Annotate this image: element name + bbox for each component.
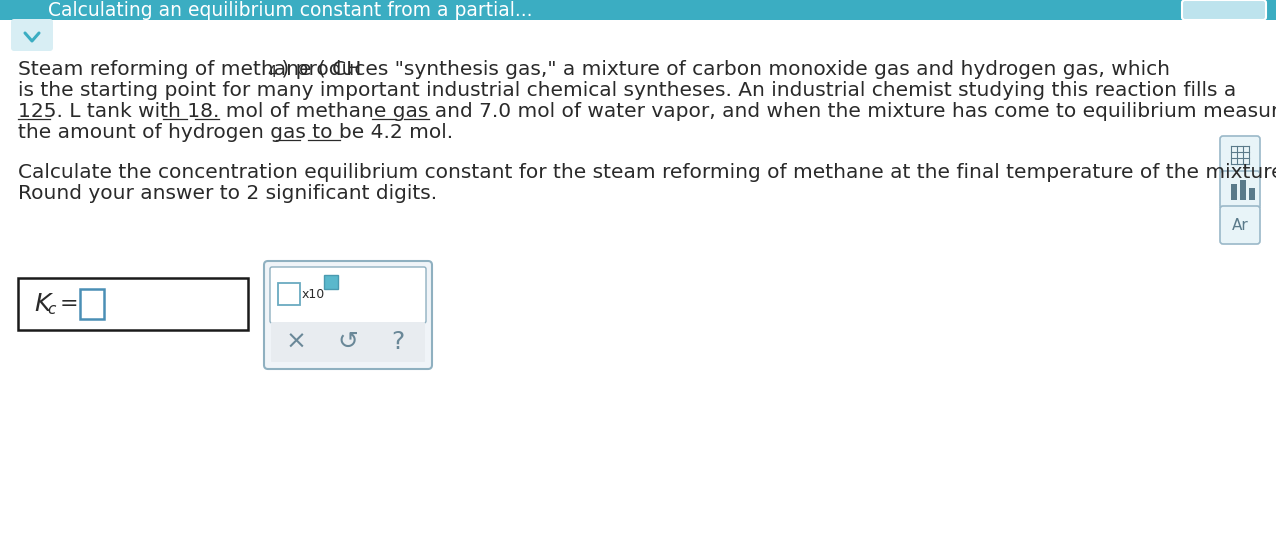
FancyBboxPatch shape bbox=[1231, 184, 1236, 200]
Text: ?: ? bbox=[392, 330, 404, 354]
FancyBboxPatch shape bbox=[0, 0, 1276, 20]
FancyBboxPatch shape bbox=[271, 267, 426, 323]
Text: c: c bbox=[47, 302, 55, 317]
FancyBboxPatch shape bbox=[11, 19, 54, 51]
Text: the amount of hydrogen gas to be 4.2 mol.: the amount of hydrogen gas to be 4.2 mol… bbox=[18, 123, 453, 142]
Text: K: K bbox=[34, 292, 50, 316]
Text: Calculating an equilibrium constant from a partial...: Calculating an equilibrium constant from… bbox=[48, 1, 532, 19]
FancyBboxPatch shape bbox=[1240, 180, 1245, 200]
FancyBboxPatch shape bbox=[1249, 188, 1256, 200]
FancyBboxPatch shape bbox=[1220, 206, 1259, 244]
FancyBboxPatch shape bbox=[1182, 0, 1266, 20]
Text: x10: x10 bbox=[302, 288, 325, 301]
Text: Steam reforming of methane ( CH: Steam reforming of methane ( CH bbox=[18, 60, 361, 79]
FancyBboxPatch shape bbox=[264, 261, 433, 369]
Text: =: = bbox=[60, 294, 79, 314]
FancyBboxPatch shape bbox=[1220, 136, 1259, 174]
Text: Round your answer to 2 significant digits.: Round your answer to 2 significant digit… bbox=[18, 184, 438, 203]
FancyBboxPatch shape bbox=[271, 322, 425, 362]
FancyBboxPatch shape bbox=[278, 283, 300, 305]
Text: ) produces "synthesis gas," a mixture of carbon monoxide gas and hydrogen gas, w: ) produces "synthesis gas," a mixture of… bbox=[274, 60, 1170, 79]
FancyBboxPatch shape bbox=[18, 278, 248, 330]
Text: 125. L tank with 18. mol of methane gas and 7.0 mol of water vapor, and when the: 125. L tank with 18. mol of methane gas … bbox=[18, 102, 1276, 121]
Text: Calculate the concentration equilibrium constant for the steam reforming of meth: Calculate the concentration equilibrium … bbox=[18, 163, 1276, 182]
FancyBboxPatch shape bbox=[80, 289, 105, 319]
FancyBboxPatch shape bbox=[1220, 171, 1259, 209]
FancyBboxPatch shape bbox=[324, 275, 338, 289]
Text: ×: × bbox=[286, 330, 306, 354]
Text: ↺: ↺ bbox=[337, 330, 359, 354]
Text: is the starting point for many important industrial chemical syntheses. An indus: is the starting point for many important… bbox=[18, 81, 1236, 100]
Text: Ar: Ar bbox=[1231, 217, 1248, 232]
Text: 4: 4 bbox=[268, 65, 277, 80]
